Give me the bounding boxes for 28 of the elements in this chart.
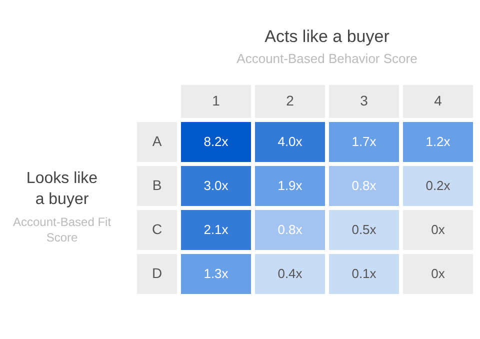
text: Account-Based Fit Score (12, 215, 112, 245)
x-tick-label: 3 (360, 92, 368, 108)
data-label: 1.9x (278, 178, 303, 193)
x-tick-label: 4 (434, 92, 442, 108)
x-tick-label: 2 (286, 92, 294, 108)
data-label: 0x (431, 222, 446, 237)
data-label: 0x (431, 266, 446, 281)
chart-title: Acts like a buyer (264, 27, 390, 46)
data-label: 0.8x (278, 222, 303, 237)
y-tick-label: C (152, 221, 162, 237)
data-label: 1.3x (204, 266, 229, 281)
y-tick-label: A (152, 133, 162, 149)
data-label: 0.4x (278, 266, 303, 281)
data-label: 1.7x (352, 134, 377, 149)
x-tick-label: 1 (212, 92, 220, 108)
y-tick-label: D (152, 265, 162, 281)
data-label: 2.1x (204, 222, 229, 237)
data-label: 0.5x (352, 222, 377, 237)
data-label: 0.1x (352, 266, 377, 281)
chart-subtitle: Account-Based Behavior Score (236, 51, 418, 66)
data-label: 3.0x (204, 178, 229, 193)
data-label: 4.0x (278, 134, 303, 149)
data-label: 0.2x (426, 178, 451, 193)
y-tick-label: B (152, 177, 162, 193)
y-axis-title: Looks like a buyer (26, 170, 98, 208)
data-label: 8.2x (204, 134, 229, 149)
data-label: 1.2x (426, 134, 451, 149)
data-label: 0.8x (352, 178, 377, 193)
